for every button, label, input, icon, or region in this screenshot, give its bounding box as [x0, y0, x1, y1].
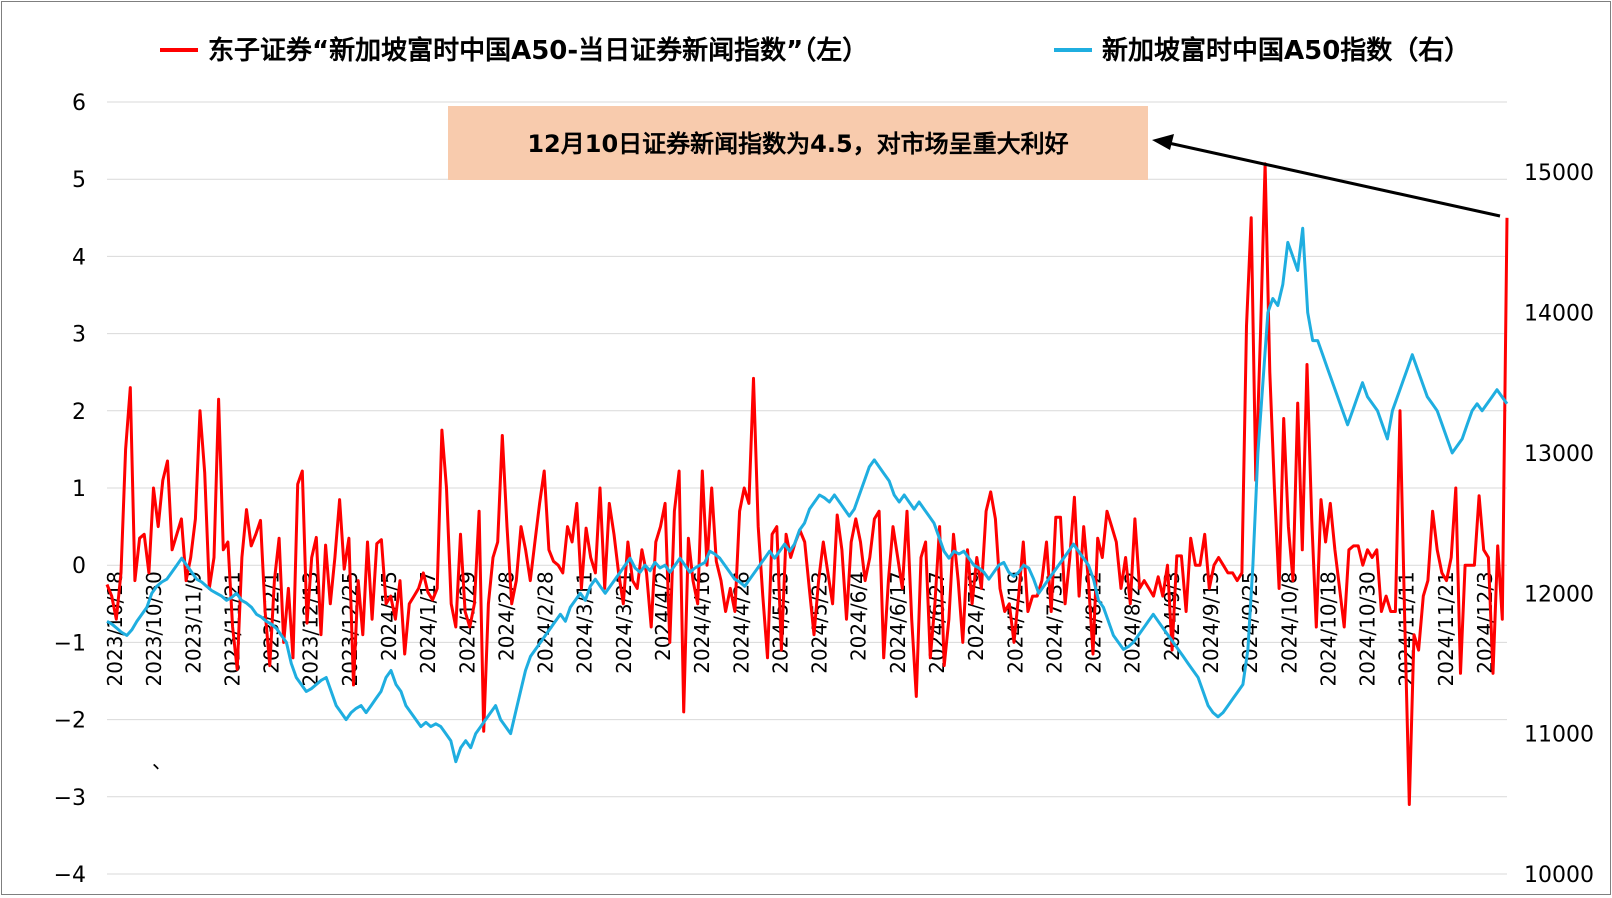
- x-tick-label: 2024/9/13: [1199, 571, 1223, 674]
- x-tick-label: 2024/10/18: [1316, 571, 1340, 686]
- annotation-text: 12月10日证券新闻指数为4.5，对市场呈重大利好: [527, 130, 1068, 158]
- right-tick-label: 15000: [1524, 161, 1594, 186]
- x-axis: 2023/10/18 2023/10/30 2023/11/9 2023/11/21 2…: [103, 571, 1497, 686]
- annotation-box: [448, 106, 1148, 180]
- left-tick-label: 2: [72, 400, 86, 425]
- left-tick-label: 5: [72, 168, 86, 193]
- left-tick-label: 1: [72, 477, 86, 502]
- x-tick-label: 2023/11/9: [181, 571, 205, 674]
- x-tick-label: 2023/10/18: [103, 571, 127, 686]
- right-tick-label: 11000: [1524, 723, 1594, 748]
- series-line-a50-index: [106, 226, 1509, 764]
- left-tick-label: −1: [54, 631, 86, 656]
- x-tick-label: 2024/3/11: [573, 571, 597, 674]
- left-tick-label: 4: [72, 245, 86, 270]
- annotation-arrow-line: [1163, 140, 1501, 218]
- x-tick-label: 2024/7/9: [964, 571, 988, 661]
- left-tick-label: 6: [72, 91, 86, 116]
- annotation-arrowhead: [1152, 134, 1174, 150]
- left-tick-label: 0: [72, 554, 86, 579]
- right-tick-label: 10000: [1524, 863, 1594, 888]
- x-tick-label: 2024/6/17: [886, 571, 910, 674]
- x-tick-label: 2024/1/5: [377, 571, 401, 661]
- x-tick-label: 2024/6/4: [847, 571, 871, 661]
- grid-lines: [107, 101, 1507, 875]
- x-tick-label: 2024/10/30: [1356, 571, 1380, 686]
- legend-label-news-index: 东子证券“新加坡富时中国A50-当日证券新闻指数”（左）: [208, 35, 868, 66]
- x-tick-label: 2024/4/26: [729, 571, 753, 674]
- x-tick-label: 2024/10/8: [1277, 571, 1301, 674]
- right-tick-label: 14000: [1524, 302, 1594, 327]
- plot-area: [105, 162, 1509, 806]
- right-axis: 15000 14000 13000 12000 11000 10000: [1524, 161, 1594, 888]
- legend: 东子证券“新加坡富时中国A50-当日证券新闻指数”（左） 新加坡富时中国A50指…: [160, 35, 1470, 66]
- annotation-callout: 12月10日证券新闻指数为4.5，对市场呈重大利好: [448, 106, 1501, 218]
- left-tick-label: −2: [54, 709, 86, 734]
- legend-label-a50-index: 新加坡富时中国A50指数（右）: [1102, 35, 1470, 66]
- stray-mark: 、: [152, 749, 172, 773]
- left-tick-label: 3: [72, 323, 86, 348]
- x-tick-label: 2024/11/21: [1434, 571, 1458, 686]
- right-tick-label: 12000: [1524, 582, 1594, 607]
- series-line-news-index: [105, 162, 1509, 806]
- left-tick-label: −4: [54, 863, 86, 888]
- left-tick-label: −3: [54, 786, 86, 811]
- left-axis: 6 5 4 3 2 1 0 −1 −2 −3 −4: [54, 91, 86, 888]
- x-tick-label: 2024/7/31: [1042, 571, 1066, 674]
- right-tick-label: 13000: [1524, 442, 1594, 467]
